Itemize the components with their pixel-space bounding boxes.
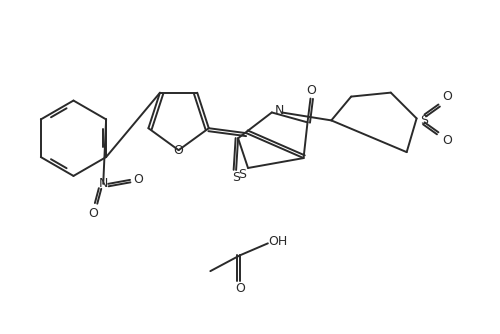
Text: O: O [88, 207, 99, 220]
Text: O: O [306, 84, 316, 97]
Text: O: O [174, 144, 184, 157]
Text: O: O [442, 90, 452, 103]
Text: S: S [420, 114, 428, 127]
Text: O: O [442, 134, 452, 147]
Text: S: S [238, 168, 246, 181]
Text: O: O [235, 283, 245, 296]
Text: S: S [232, 171, 240, 184]
Text: N: N [275, 104, 284, 117]
Text: N: N [98, 177, 108, 190]
Text: OH: OH [268, 235, 287, 248]
Text: O: O [133, 173, 143, 186]
